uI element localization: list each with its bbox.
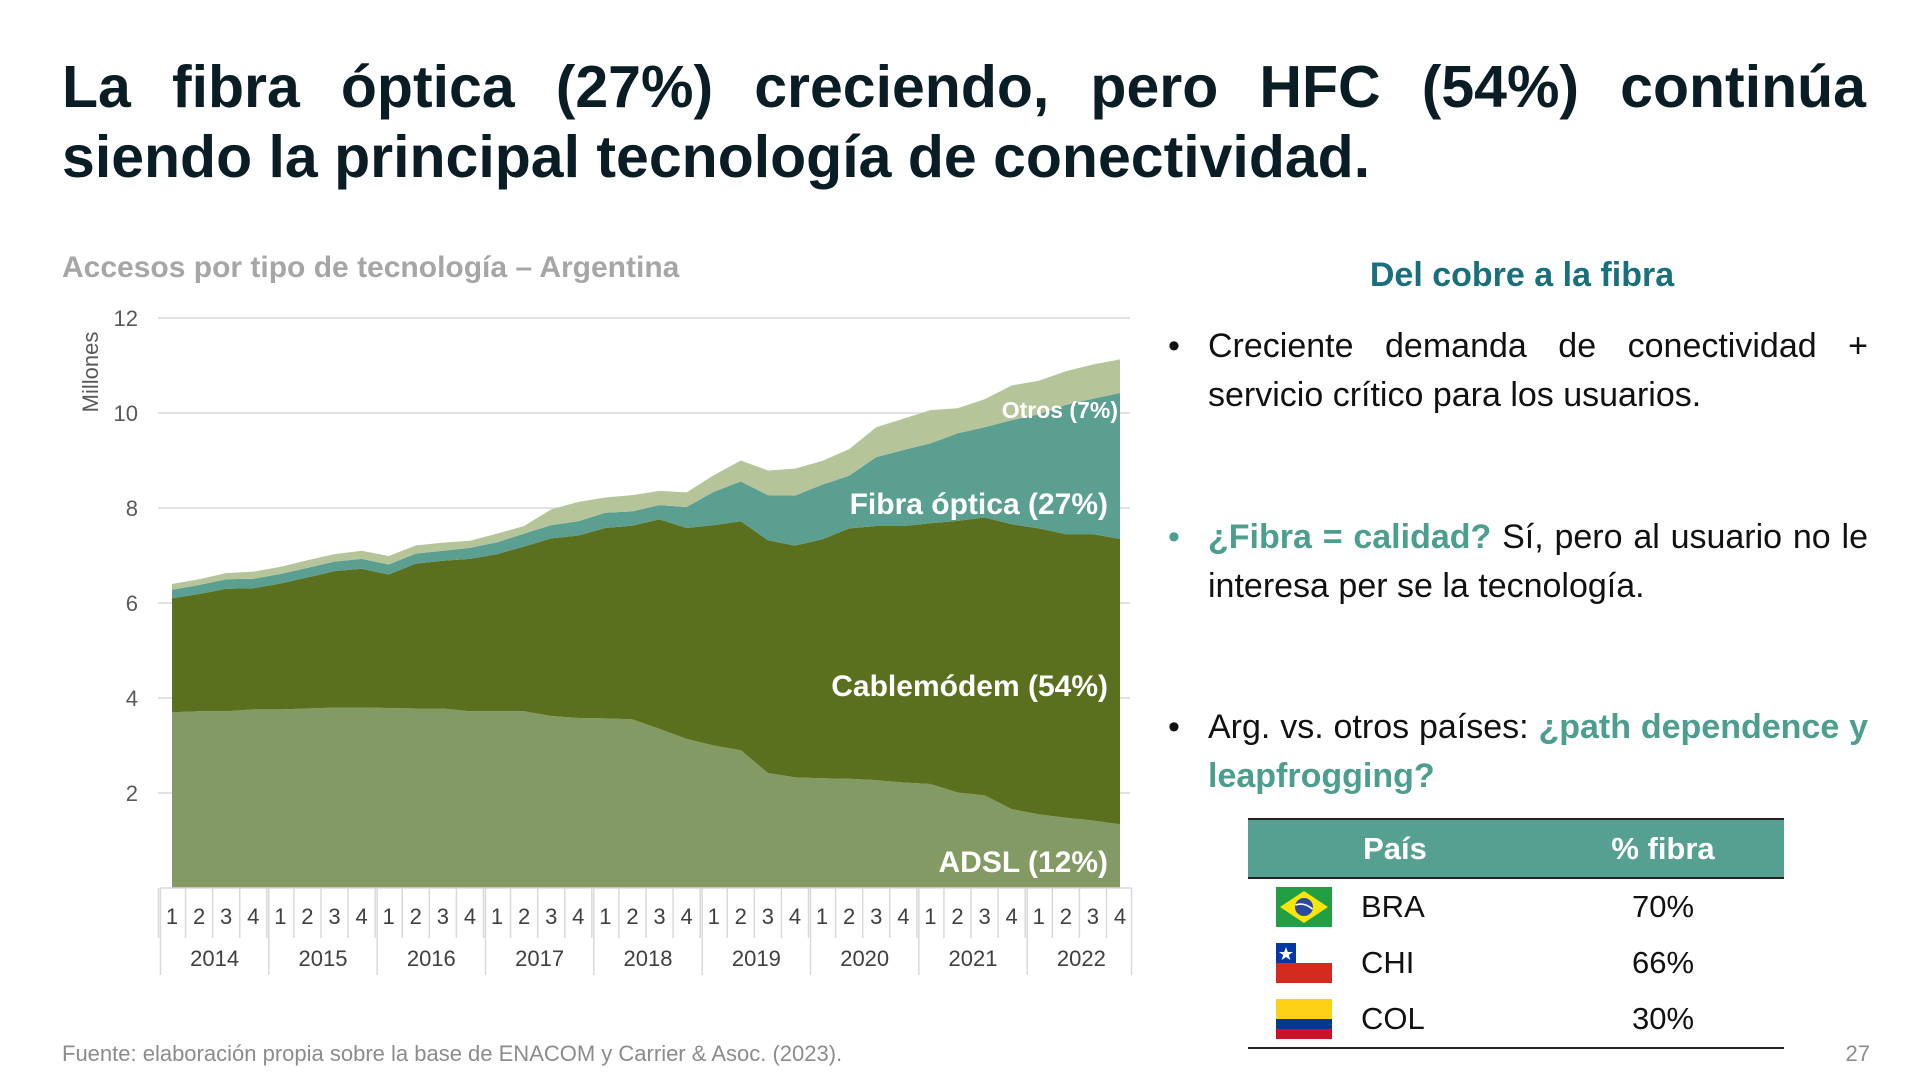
side-heading: Del cobre a la fibra: [1369, 256, 1675, 294]
fiber-pct: 70%: [1631, 889, 1695, 924]
x-quarter-label: 4: [464, 904, 476, 929]
x-quarter-label: 3: [220, 904, 232, 929]
table-row: COL 30%: [1248, 991, 1784, 1049]
x-quarter-label: 2: [193, 904, 205, 929]
x-quarter-label: 2: [1060, 904, 1072, 929]
chile-flag-icon: [1276, 943, 1332, 983]
x-quarter-label: 4: [897, 904, 909, 929]
table-row: CHI 66%: [1248, 935, 1784, 991]
country-name: BRA: [1361, 889, 1425, 924]
colombia-flag-icon: [1276, 999, 1332, 1039]
bullet-fiber-quality: • ¿Fibra = calidad? Sí, pero al usuario …: [1168, 513, 1868, 611]
x-quarter-label: 2: [410, 904, 422, 929]
x-quarter-label: 4: [355, 904, 367, 929]
x-quarter-label: 1: [1033, 904, 1045, 929]
x-quarter-label: 2: [518, 904, 530, 929]
x-quarter-label: 2: [735, 904, 747, 929]
header-country: País: [1248, 818, 1542, 879]
country-name: CHI: [1361, 945, 1415, 980]
x-year-label: 2022: [1057, 946, 1106, 971]
header-pct: % fibra: [1542, 818, 1784, 879]
x-quarter-label: 1: [924, 904, 936, 929]
y-tick-label: 10: [114, 401, 138, 426]
y-tick-label: 8: [126, 496, 138, 521]
y-tick-label: 12: [114, 306, 138, 331]
brazil-flag-icon: [1276, 887, 1332, 927]
x-year-label: 2016: [407, 946, 456, 971]
x-quarter-label: 1: [708, 904, 720, 929]
page-number: 27: [1845, 1041, 1870, 1066]
area-label: Cablemódem (54%): [831, 670, 1108, 703]
bullet-dot: •: [1168, 518, 1180, 556]
x-quarter-label: 1: [816, 904, 828, 929]
area-label: Fibra óptica (27%): [850, 488, 1108, 521]
fiber-pct: 30%: [1542, 991, 1784, 1049]
x-year-label: 2019: [732, 946, 781, 971]
x-quarter-label: 3: [1087, 904, 1099, 929]
slide-title: La fibra óptica (27%) creciendo, pero HF…: [62, 54, 1866, 190]
x-quarter-label: 1: [599, 904, 611, 929]
x-quarter-label: 3: [545, 904, 557, 929]
x-quarter-label: 2: [951, 904, 963, 929]
x-quarter-label: 3: [328, 904, 340, 929]
y-axis: 2 4 6 8 10 12: [114, 306, 138, 806]
bullet-text: Sí, pero al usuario no le interesa per s…: [1208, 518, 1868, 605]
y-tick-label: 2: [126, 781, 138, 806]
bullet-demand: • Creciente demanda de conectividad + se…: [1168, 322, 1868, 420]
stacked-area-chart: 1 2 3 4 1 2 3 4 1 2 3 4 1 2 3 4 1 2 3 4 1 2 3 4 1 2 3 4 1 2 3 4 1 2 3 42014…: [78, 306, 1133, 975]
country-name: COL: [1360, 991, 1542, 1049]
x-quarter-label: 1: [166, 904, 178, 929]
x-quarter-label: 4: [572, 904, 584, 929]
source-note: Fuente: elaboración propia sobre la base…: [62, 1041, 843, 1066]
bullet-dot: •: [1168, 708, 1180, 746]
x-quarter-label: 3: [870, 904, 882, 929]
x-quarter-label: 3: [653, 904, 665, 929]
area-label: Otros (7%): [1002, 397, 1118, 423]
x-quarter-label: 4: [789, 904, 801, 929]
x-axis: 1 2 3 4 1 2 3 4 1 2 3 4 1 2 3 4 1 2 3 4 1 2 3 4 1 2 3 4 1 2 3 4 1 2 3 42014…: [157, 887, 1133, 975]
x-year-label: 2020: [840, 946, 889, 971]
x-year-label: 2021: [949, 946, 998, 971]
x-quarter-label: 3: [978, 904, 990, 929]
table-header-row: País % fibra: [1248, 818, 1784, 879]
x-quarter-label: 4: [681, 904, 693, 929]
x-quarter-label: 1: [274, 904, 286, 929]
x-quarter-label: 2: [626, 904, 638, 929]
x-quarter-label: 1: [383, 904, 395, 929]
x-year-label: 2015: [298, 946, 347, 971]
x-quarter-label: 3: [762, 904, 774, 929]
bullet-countries: • Arg. vs. otros países: ¿path dependenc…: [1168, 703, 1868, 801]
table-row: BRA 70%: [1248, 878, 1784, 935]
area-series: [172, 359, 1120, 888]
x-year-label: 2014: [190, 946, 239, 971]
y-tick-label: 6: [126, 591, 138, 616]
bullet-text: Arg. vs. otros países:: [1208, 708, 1539, 746]
area-fibra-optica: [172, 393, 1120, 599]
x-quarter-label: 3: [437, 904, 449, 929]
area-labels: Otros (7%) Fibra óptica (27%) Cablemódem (…: [831, 397, 1118, 879]
bullet-text: Creciente demanda de conectividad + serv…: [1208, 327, 1868, 414]
bullet-highlight: ¿Fibra = calidad?: [1208, 518, 1492, 556]
x-quarter-label: 1: [491, 904, 503, 929]
bullet-dot: •: [1168, 327, 1180, 365]
y-axis-label: Millones: [78, 332, 103, 413]
x-year-label: 2018: [624, 946, 673, 971]
bullet-highlight: ¿path dependence y leapfrogging?: [1208, 708, 1869, 795]
x-quarter-label: 2: [843, 904, 855, 929]
area-label: ADSL (12%): [939, 846, 1108, 879]
area-adsl: [172, 707, 1120, 888]
area-cablemodem: [172, 517, 1120, 825]
x-quarter-label: 2: [301, 904, 313, 929]
x-quarter-label: 4: [247, 904, 259, 929]
fiber-share-table: País % fibra BRA 70%: [1248, 818, 1784, 1049]
y-tick-label: 4: [126, 686, 138, 711]
x-year-label: 2017: [515, 946, 564, 971]
fiber-pct: 66%: [1631, 945, 1695, 980]
x-quarter-label: 4: [1114, 904, 1126, 929]
chart-title: Accesos por tipo de tecnología – Argenti…: [62, 251, 680, 284]
x-quarter-label: 4: [1006, 904, 1018, 929]
